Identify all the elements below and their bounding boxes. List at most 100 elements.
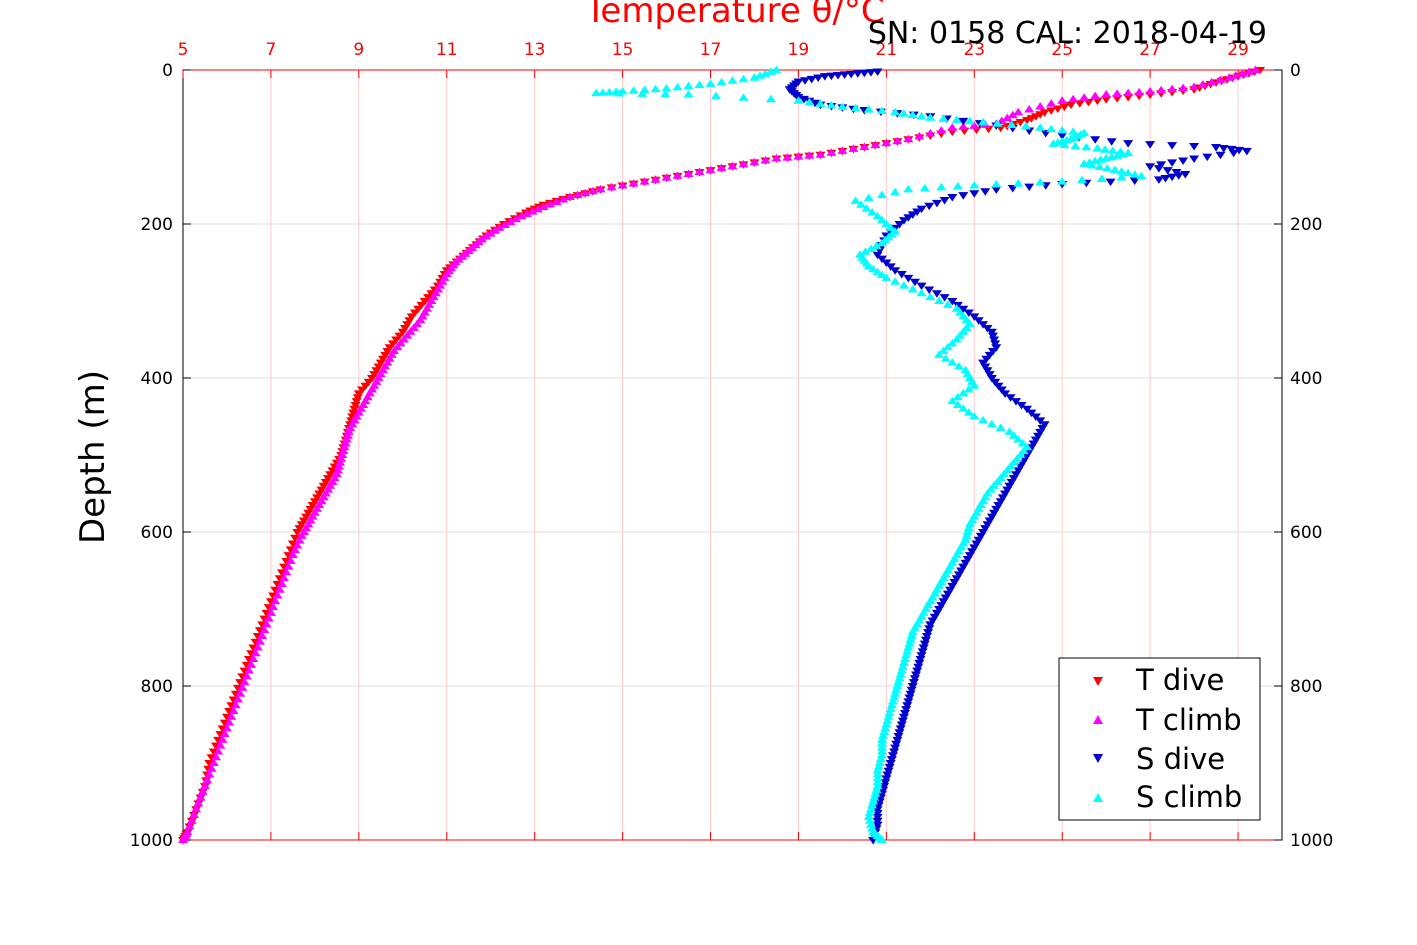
data-point [906, 686, 917, 695]
data-point [1059, 103, 1070, 112]
data-point [352, 394, 363, 402]
data-point [936, 602, 947, 610]
data-point [1037, 425, 1048, 433]
data-point [952, 392, 963, 401]
data-point [982, 324, 993, 333]
data-point [1006, 120, 1017, 129]
data-point [907, 683, 918, 691]
data-point [881, 273, 892, 281]
data-point [413, 305, 424, 314]
data-point [371, 367, 382, 375]
data-point [303, 509, 314, 518]
data-point [1030, 113, 1041, 121]
data-point [1002, 113, 1013, 122]
data-point [918, 644, 929, 652]
data-point [263, 614, 274, 622]
data-point [261, 619, 272, 628]
data-point [916, 111, 927, 120]
data-point [1129, 177, 1140, 185]
data-point [934, 606, 945, 614]
data-point [672, 82, 683, 91]
data-point [650, 175, 661, 183]
y-tick-label-left: 200 [141, 215, 173, 235]
data-point [894, 729, 905, 737]
data-point [872, 781, 883, 790]
data-point [1092, 97, 1103, 106]
data-point [885, 760, 896, 768]
data-point [738, 74, 749, 83]
data-point [890, 187, 901, 196]
data-point [257, 631, 268, 639]
data-point [705, 79, 716, 87]
data-point [1033, 432, 1044, 441]
data-point [873, 762, 884, 770]
data-point [986, 513, 997, 522]
data-point [334, 462, 345, 470]
data-point [902, 702, 913, 710]
data-point [296, 521, 307, 529]
data-point [1086, 160, 1097, 169]
data-point [878, 731, 889, 740]
data-point [367, 375, 378, 383]
data-point [993, 502, 1004, 510]
data-point [1028, 440, 1039, 448]
legend-marker-s-dive [1093, 754, 1103, 763]
data-point [1024, 104, 1035, 113]
legend-label-t-climb: T climb [1135, 703, 1242, 737]
data-point [798, 95, 809, 104]
data-point [1059, 140, 1070, 149]
data-point [500, 220, 511, 228]
data-point [1035, 102, 1046, 110]
data-point [890, 689, 901, 697]
legend-marker-t-dive [1093, 677, 1103, 686]
data-point [204, 770, 215, 778]
data-point [360, 382, 371, 391]
x-tick-label: 19 [788, 40, 810, 60]
data-point [991, 186, 1002, 194]
data-point [922, 632, 933, 641]
data-point [904, 639, 915, 647]
legend-marker-t-climb [1093, 715, 1103, 724]
data-point [986, 328, 997, 337]
data-point [1234, 146, 1245, 155]
data-point [285, 556, 296, 564]
data-point [916, 652, 927, 660]
x-tick-label: 29 [1227, 40, 1249, 60]
data-point [1057, 132, 1068, 140]
data-point [879, 727, 890, 736]
data-point [936, 182, 947, 191]
data-point [912, 667, 923, 676]
data-point [925, 621, 936, 629]
data-point [880, 723, 891, 732]
data-point [1167, 142, 1178, 150]
data-point [1250, 65, 1261, 73]
data-point [891, 740, 902, 749]
data-point [1079, 93, 1090, 101]
data-point [963, 408, 974, 416]
x-tick-label: 5 [178, 40, 189, 60]
data-point [268, 602, 279, 611]
data-point [881, 720, 892, 728]
data-point [951, 335, 962, 343]
data-point [905, 635, 916, 643]
data-point [876, 215, 887, 224]
data-point [885, 263, 896, 271]
data-point [1123, 148, 1134, 157]
data-point [940, 594, 951, 602]
data-point [962, 555, 973, 564]
data-point [947, 338, 958, 347]
data-point [898, 281, 909, 289]
data-point [210, 752, 221, 761]
data-point [893, 677, 904, 686]
data-point [876, 743, 887, 751]
data-point [219, 729, 230, 738]
data-point [188, 810, 199, 818]
data-point [793, 96, 804, 104]
data-point [868, 797, 879, 805]
x-tick-label: 27 [1139, 40, 1161, 60]
data-point [292, 529, 303, 537]
data-point [951, 115, 962, 124]
data-point [1123, 88, 1134, 97]
data-point [1046, 107, 1057, 115]
data-point [951, 575, 962, 583]
